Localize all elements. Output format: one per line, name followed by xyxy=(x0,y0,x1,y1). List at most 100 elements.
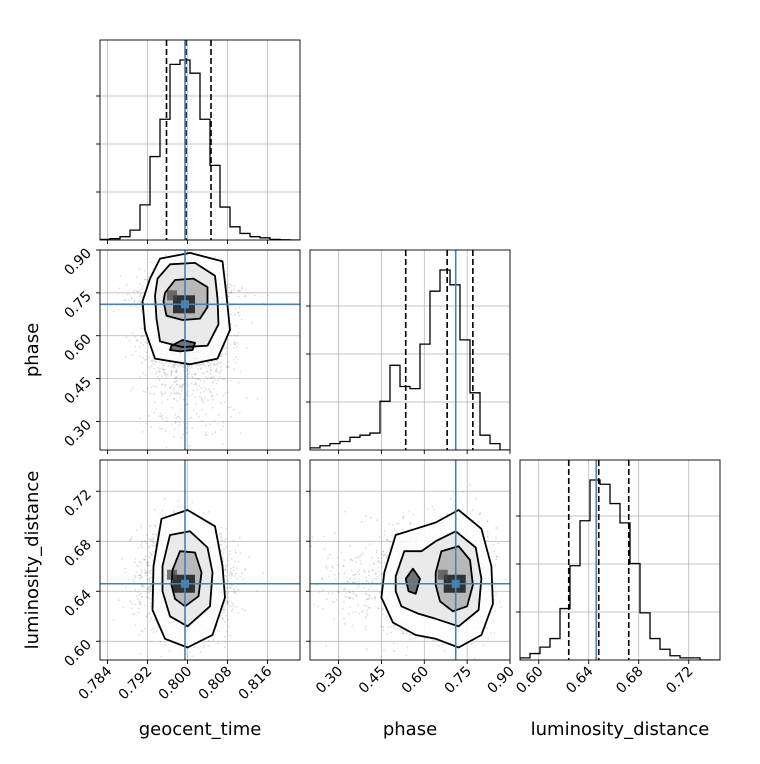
sample-point xyxy=(176,399,178,401)
sample-point xyxy=(220,429,222,431)
sample-point xyxy=(136,307,138,309)
sample-point xyxy=(236,325,238,327)
sample-point xyxy=(176,380,178,382)
sample-point xyxy=(223,422,225,424)
sample-point xyxy=(125,356,127,358)
sample-point xyxy=(139,574,141,576)
sample-point xyxy=(154,401,156,403)
sample-point xyxy=(150,426,152,428)
axes-frame-0-0 xyxy=(100,40,300,240)
sample-point xyxy=(161,393,163,395)
sample-point xyxy=(118,288,120,290)
sample-point xyxy=(232,603,234,605)
sample-point xyxy=(161,428,163,430)
sample-point xyxy=(160,641,162,643)
sample-point xyxy=(136,276,138,278)
sample-point xyxy=(153,542,155,544)
sample-point xyxy=(134,613,136,615)
sample-point xyxy=(157,371,159,373)
sample-point xyxy=(226,546,228,548)
sample-point xyxy=(146,578,148,580)
sample-point xyxy=(194,396,196,398)
sample-point xyxy=(201,387,203,389)
sample-point xyxy=(129,538,131,540)
sample-point xyxy=(147,387,149,389)
sample-point xyxy=(213,639,215,641)
sample-point xyxy=(235,356,237,358)
sample-point xyxy=(140,342,142,344)
density-panel-geocent_time-phase xyxy=(100,210,300,465)
sample-point xyxy=(203,512,205,514)
sample-point xyxy=(166,399,168,401)
sample-point xyxy=(169,362,171,364)
sample-point xyxy=(227,592,229,594)
sample-point xyxy=(221,527,223,529)
sample-point xyxy=(189,445,191,447)
sample-point xyxy=(234,575,236,577)
sample-point xyxy=(150,606,152,608)
sample-point xyxy=(164,498,166,500)
sample-point xyxy=(196,667,198,669)
sample-point xyxy=(229,587,231,589)
sample-point xyxy=(212,399,214,401)
sample-point xyxy=(140,593,142,595)
sample-point xyxy=(194,378,196,380)
sample-point xyxy=(230,380,232,382)
sample-point xyxy=(225,615,227,617)
sample-point xyxy=(159,371,161,373)
sample-point xyxy=(165,255,167,257)
sample-point xyxy=(148,357,150,359)
sample-point xyxy=(155,361,157,363)
sample-point xyxy=(159,428,161,430)
sample-point xyxy=(207,378,209,380)
sample-point xyxy=(161,362,163,364)
sample-point xyxy=(188,377,190,379)
sample-point xyxy=(153,628,155,630)
sample-point xyxy=(166,447,168,449)
sample-point xyxy=(145,559,147,561)
sample-point xyxy=(228,361,230,363)
sample-point xyxy=(139,594,141,596)
sample-point xyxy=(218,533,220,535)
sample-point xyxy=(203,391,205,393)
sample-point xyxy=(136,565,138,567)
sample-point xyxy=(159,362,161,364)
sample-point xyxy=(241,287,243,289)
sample-point xyxy=(187,374,189,376)
sample-point xyxy=(153,545,155,547)
sample-point xyxy=(239,576,241,578)
sample-point xyxy=(241,572,243,574)
sample-point xyxy=(131,297,133,299)
sample-point xyxy=(118,599,120,601)
sample-point xyxy=(207,371,209,373)
sample-point xyxy=(229,635,231,637)
sample-point xyxy=(161,415,163,417)
sample-point xyxy=(154,525,156,527)
sample-point xyxy=(231,601,233,603)
sample-point xyxy=(238,296,240,298)
sample-point xyxy=(225,568,227,570)
sample-point xyxy=(224,647,226,649)
sample-point xyxy=(141,563,143,565)
sample-point xyxy=(118,308,120,310)
sample-point xyxy=(228,339,230,341)
sample-point xyxy=(239,412,241,414)
sample-point xyxy=(230,568,232,570)
sample-point xyxy=(203,381,205,383)
sample-point xyxy=(228,557,230,559)
sample-point xyxy=(234,285,236,287)
sample-point xyxy=(148,561,150,563)
sample-point xyxy=(231,558,233,560)
sample-point xyxy=(227,366,229,368)
sample-point xyxy=(124,568,126,570)
sample-point xyxy=(201,399,203,401)
sample-point xyxy=(151,374,153,376)
sample-point xyxy=(233,288,235,290)
sample-point xyxy=(226,604,228,606)
sample-point xyxy=(230,314,232,316)
sample-point xyxy=(132,387,134,389)
sample-point xyxy=(248,556,250,558)
sample-point xyxy=(162,384,164,386)
sample-point xyxy=(236,346,238,348)
sample-point xyxy=(144,569,146,571)
